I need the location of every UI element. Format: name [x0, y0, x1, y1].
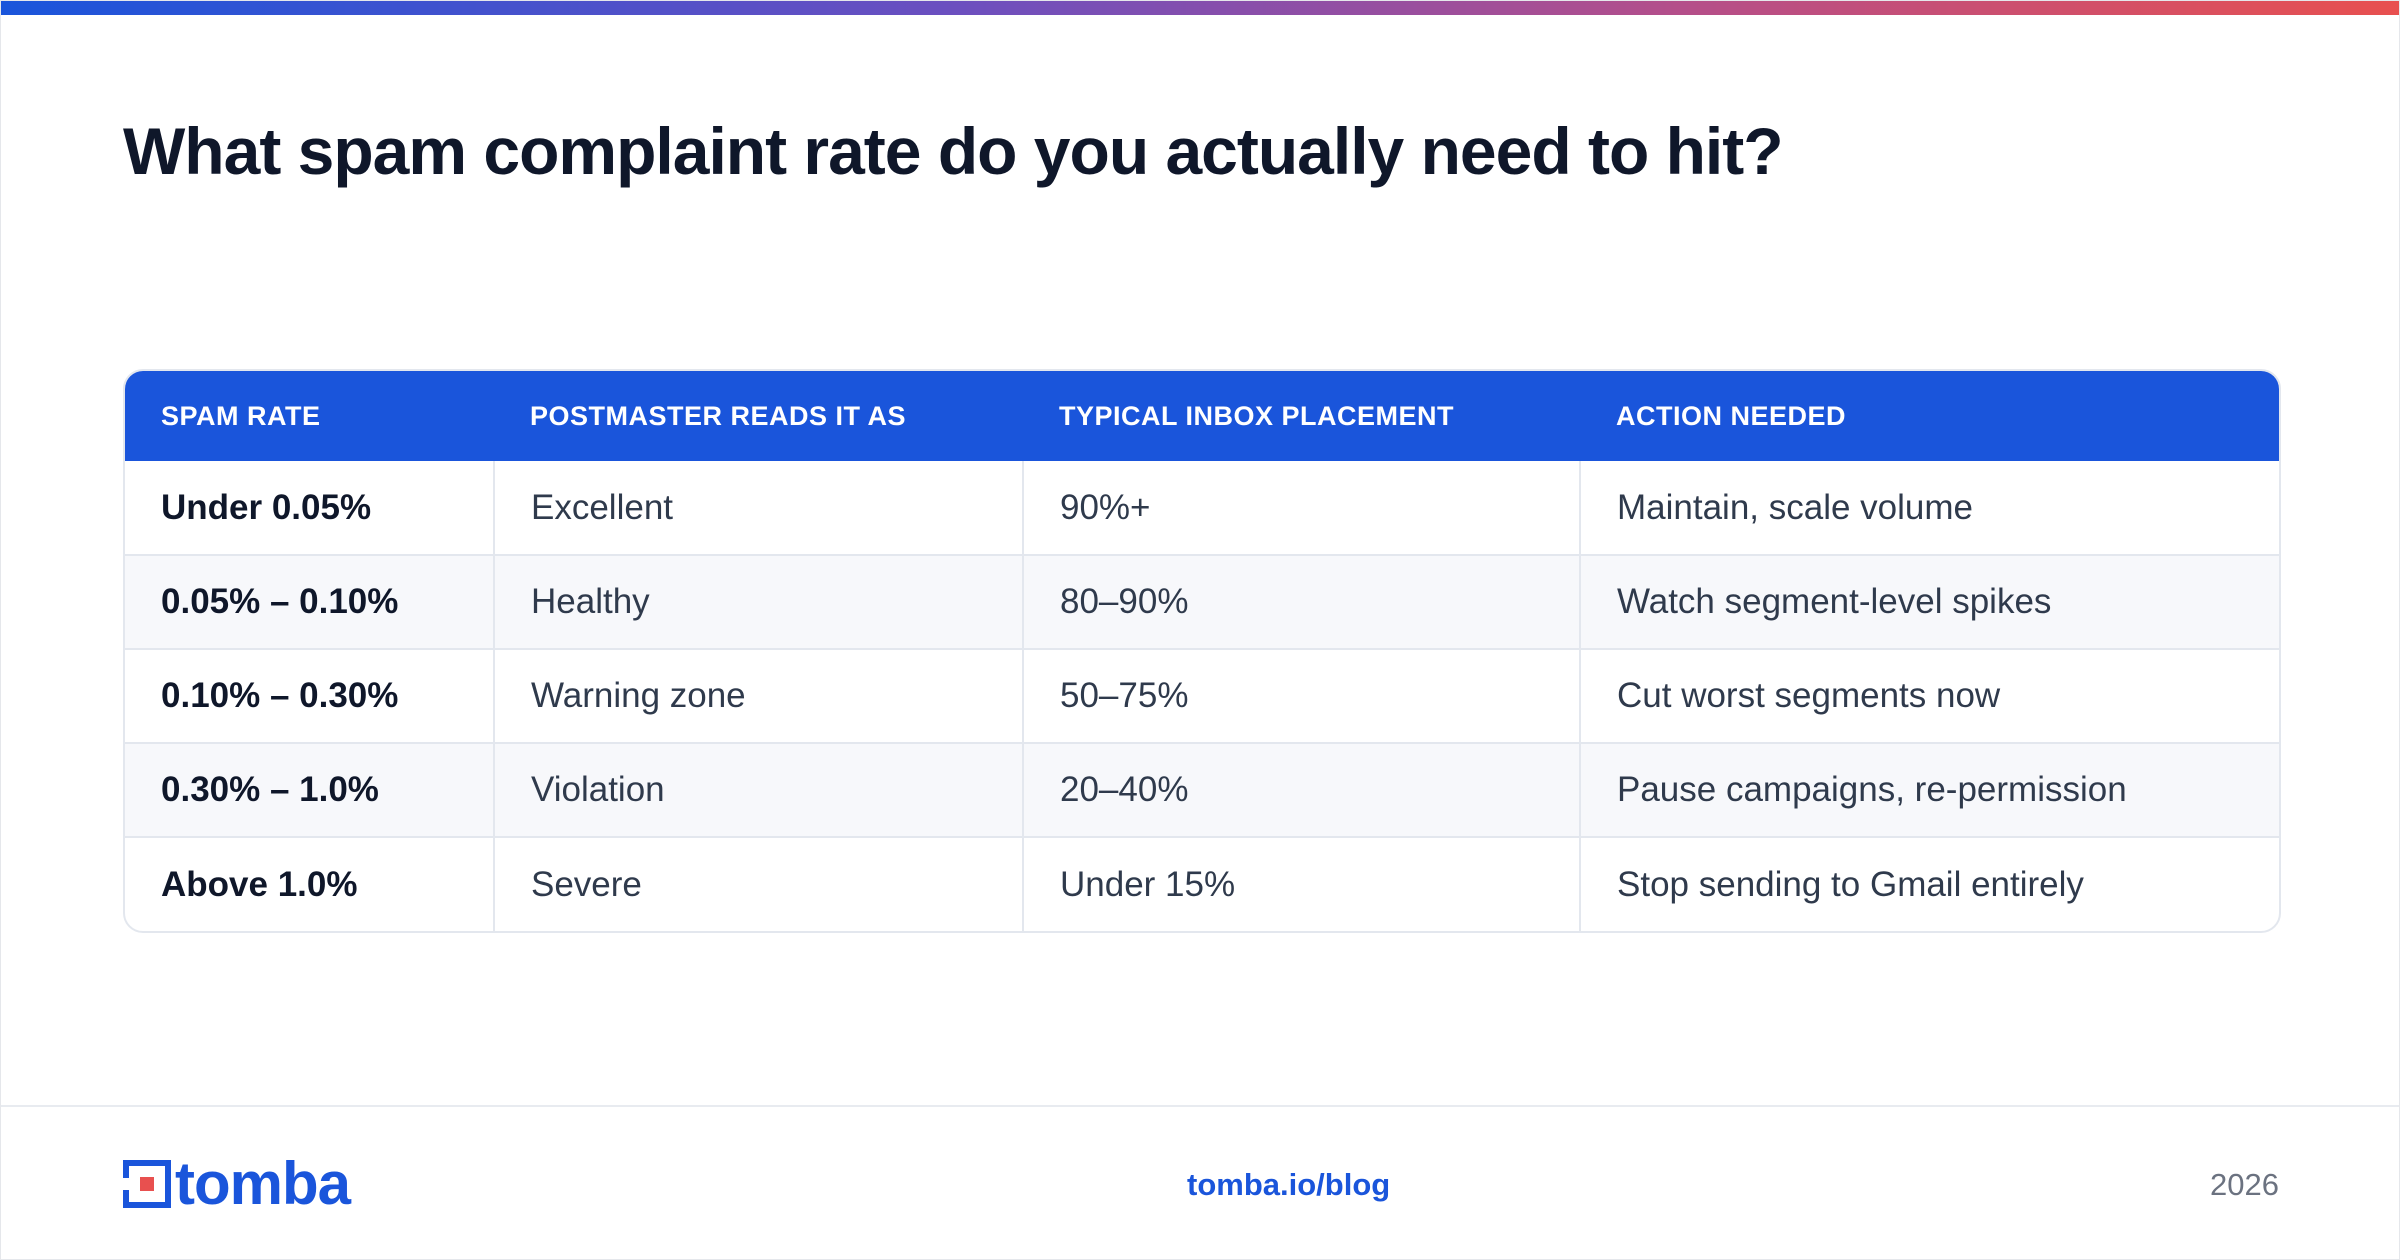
cell-spam-rate: 0.05% – 0.10%: [125, 554, 494, 649]
blog-link[interactable]: tomba.io/blog: [1187, 1167, 1391, 1202]
cell-action: Maintain, scale volume: [1579, 461, 2279, 555]
header-postmaster-reads: POSTMASTER READS IT AS: [530, 400, 907, 431]
table-row: 0.30% – 1.0% Violation 20–40% Pause camp…: [125, 742, 2279, 837]
page-title: What spam complaint rate do you actually…: [123, 114, 1784, 188]
cell-action: Stop sending to Gmail entirely: [1579, 836, 2279, 931]
gradient-top-bar: [1, 1, 2399, 15]
tomba-logo[interactable]: tomba: [123, 1150, 351, 1217]
table-row: Above 1.0% Severe Under 15% Stop sending…: [125, 836, 2279, 931]
cell-postmaster-reading: Warning zone: [493, 648, 1023, 743]
footer: tomba tomba.io/blog 2026: [1, 1105, 2399, 1259]
header-action-needed: ACTION NEEDED: [1616, 400, 1847, 431]
cell-inbox-placement: 90%+: [1022, 461, 1580, 555]
cell-spam-rate: 0.30% – 1.0%: [125, 742, 494, 837]
cell-inbox-placement: Under 15%: [1022, 836, 1580, 931]
cell-spam-rate: 0.10% – 0.30%: [125, 648, 494, 743]
cell-action: Cut worst segments now: [1579, 648, 2279, 743]
spam-rate-table: SPAM RATE POSTMASTER READS IT AS TYPICAL…: [123, 369, 2281, 933]
header-spam-rate: SPAM RATE: [161, 400, 321, 431]
logo-wordmark: tomba: [175, 1150, 351, 1217]
cell-inbox-placement: 80–90%: [1022, 554, 1580, 649]
cell-inbox-placement: 20–40%: [1022, 742, 1580, 837]
footer-year: 2026: [2210, 1167, 2279, 1202]
table-row: Under 0.05% Excellent 90%+ Maintain, sca…: [125, 461, 2279, 555]
cell-postmaster-reading: Excellent: [493, 461, 1023, 555]
cell-action: Watch segment-level spikes: [1579, 554, 2279, 649]
header-inbox-placement: TYPICAL INBOX PLACEMENT: [1059, 400, 1455, 431]
table-row: 0.10% – 0.30% Warning zone 50–75% Cut wo…: [125, 648, 2279, 743]
cell-spam-rate: Under 0.05%: [161, 487, 372, 527]
tomba-logo-icon: [123, 1160, 171, 1208]
cell-postmaster-reading: Severe: [493, 836, 1023, 931]
table-header-row: SPAM RATE POSTMASTER READS IT AS TYPICAL…: [125, 371, 2279, 461]
cell-postmaster-reading: Violation: [493, 742, 1023, 837]
table-row: 0.05% – 0.10% Healthy 80–90% Watch segme…: [125, 554, 2279, 649]
cell-spam-rate: Above 1.0%: [125, 836, 494, 931]
cell-action: Pause campaigns, re-permission: [1579, 742, 2279, 837]
cell-inbox-placement: 50–75%: [1022, 648, 1580, 743]
cell-postmaster-reading: Healthy: [493, 554, 1023, 649]
